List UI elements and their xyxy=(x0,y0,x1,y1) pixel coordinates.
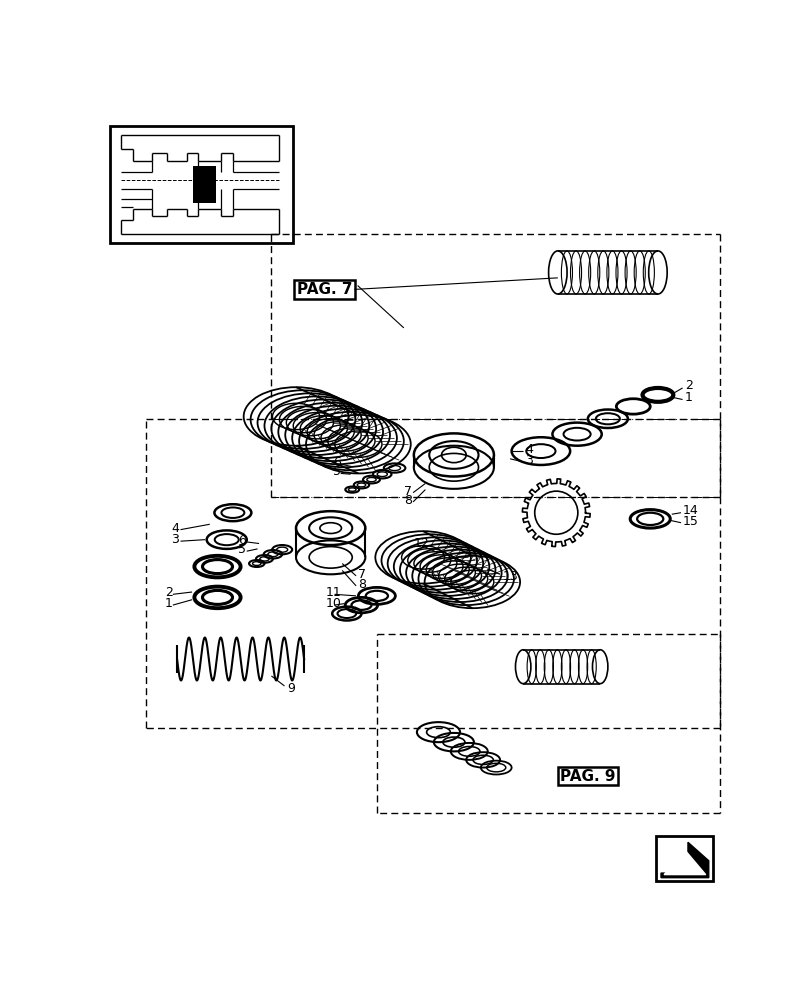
Bar xyxy=(655,836,713,881)
Text: 4: 4 xyxy=(525,443,533,456)
Text: 6: 6 xyxy=(238,534,246,547)
Text: 8: 8 xyxy=(357,578,365,591)
Text: 14: 14 xyxy=(682,504,697,517)
Text: 11: 11 xyxy=(325,586,341,599)
Bar xyxy=(193,166,216,203)
Text: 5: 5 xyxy=(238,543,246,556)
Text: 10: 10 xyxy=(325,597,341,610)
Text: 13: 13 xyxy=(502,570,517,583)
Text: 1: 1 xyxy=(165,597,173,610)
Text: 12: 12 xyxy=(414,537,429,550)
Text: 5: 5 xyxy=(333,465,341,478)
Text: 6: 6 xyxy=(333,456,341,469)
Text: 7: 7 xyxy=(403,485,411,498)
Polygon shape xyxy=(660,842,708,878)
Text: PAG. 7: PAG. 7 xyxy=(296,282,352,297)
Text: 4: 4 xyxy=(171,522,179,535)
Text: 2: 2 xyxy=(684,379,692,392)
Text: 2: 2 xyxy=(165,586,173,599)
Text: 3: 3 xyxy=(525,454,533,467)
Text: PAG. 9: PAG. 9 xyxy=(560,769,615,784)
Text: 9: 9 xyxy=(286,682,294,695)
Text: 15: 15 xyxy=(682,515,697,528)
Bar xyxy=(109,126,293,243)
Bar xyxy=(557,767,617,785)
Polygon shape xyxy=(663,850,705,875)
Text: 7: 7 xyxy=(357,568,365,581)
Bar xyxy=(294,280,354,299)
Text: 1: 1 xyxy=(684,391,692,404)
Text: 8: 8 xyxy=(403,494,411,507)
Text: 3: 3 xyxy=(171,533,179,546)
